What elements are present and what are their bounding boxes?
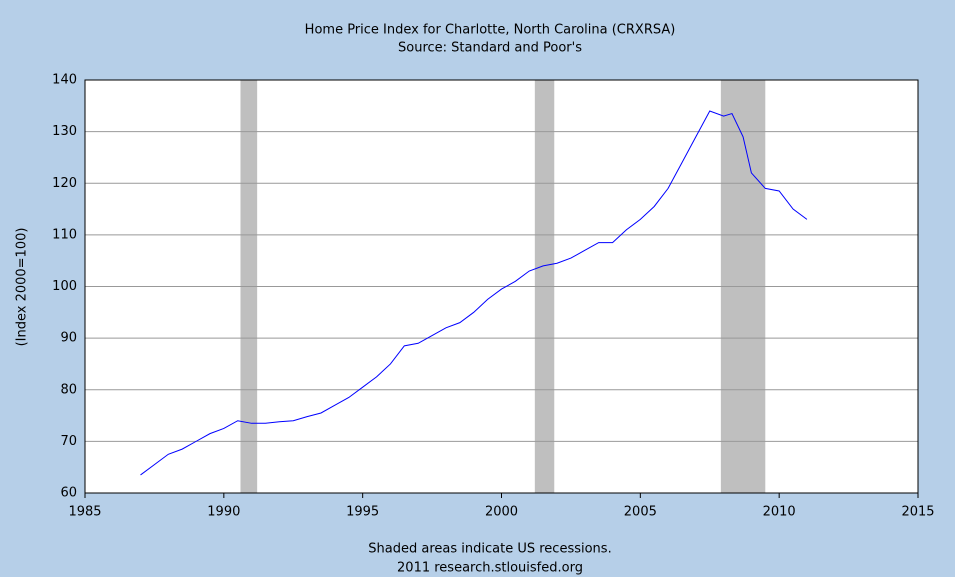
credit: 2011 research.stlouisfed.org: [397, 561, 583, 576]
x-tick-label: 1985: [68, 505, 101, 520]
y-tick-label: 60: [60, 486, 77, 501]
x-tick-label: 2010: [763, 505, 796, 520]
price-line: [140, 110, 808, 476]
y-tick-label: 130: [52, 124, 77, 139]
y-tick-label: 90: [60, 331, 77, 346]
y-tick-label: 140: [52, 73, 77, 88]
chart-subtitle: Source: Standard and Poor's: [398, 41, 582, 56]
y-tick-label: 100: [52, 279, 77, 294]
y-axis-label: (Index 2000=100): [15, 228, 30, 347]
x-tick-label: 1990: [207, 505, 240, 520]
x-tick-label: 2005: [624, 505, 657, 520]
y-tick-label: 110: [52, 227, 77, 242]
y-tick-label: 120: [52, 176, 77, 191]
y-tick-label: 80: [60, 382, 77, 397]
x-tick-label: 1995: [346, 505, 379, 520]
footnote: Shaded areas indicate US recessions.: [368, 542, 611, 557]
chart-title: Home Price Index for Charlotte, North Ca…: [305, 23, 676, 38]
x-tick-label: 2000: [485, 505, 518, 520]
plot-border: [84, 79, 919, 494]
y-tick-label: 70: [60, 434, 77, 449]
x-tick-label: 2015: [901, 505, 934, 520]
